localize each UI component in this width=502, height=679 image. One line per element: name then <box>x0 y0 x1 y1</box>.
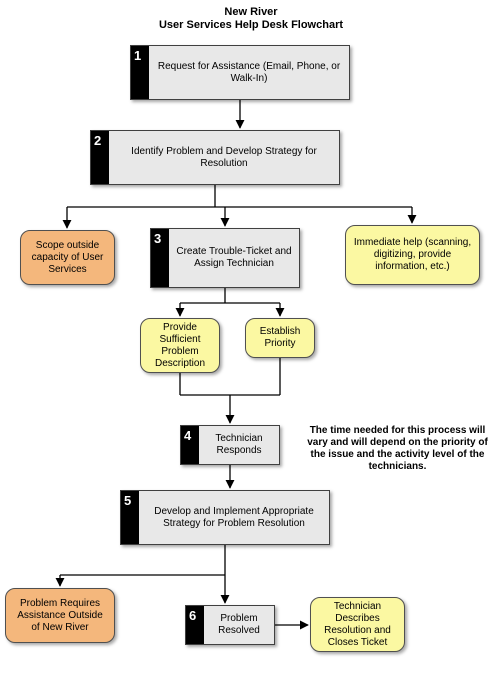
proc-5-numcell: 5 <box>121 491 139 544</box>
title-chart: User Services Help Desk Flowchart <box>0 19 502 32</box>
title-org: New River <box>0 6 502 19</box>
proc-3: 3 Create Trouble-Ticket and Assign Techn… <box>150 228 300 288</box>
proc-3-label: Create Trouble-Ticket and Assign Technic… <box>169 229 299 287</box>
proc-4-label: Technician Responds <box>199 426 279 464</box>
proc-1-numcell: 1 <box>131 46 149 99</box>
proc-3-num: 3 <box>154 231 161 246</box>
proc-1-label: Request for Assistance (Email, Phone, or… <box>149 46 349 99</box>
proc-6-label: Problem Resolved <box>204 606 274 644</box>
proc-4: 4 Technician Responds <box>180 425 280 465</box>
proc-2-num: 2 <box>94 133 101 148</box>
leaf-prio: Establish Priority <box>245 318 315 358</box>
proc-4-numcell: 4 <box>181 426 199 464</box>
proc-2-label: Identify Problem and Develop Strategy fo… <box>109 131 339 184</box>
proc-5-num: 5 <box>124 493 131 508</box>
proc-4-num: 4 <box>184 428 191 443</box>
proc-1-num: 1 <box>134 48 141 63</box>
leaf-close: Technician Describes Resolution and Clos… <box>310 597 405 652</box>
leaf-outside: Problem Requires Assistance Outside of N… <box>5 588 115 643</box>
proc-2-numcell: 2 <box>91 131 109 184</box>
proc-2: 2 Identify Problem and Develop Strategy … <box>90 130 340 185</box>
proc-6-numcell: 6 <box>186 606 204 644</box>
proc-5: 5 Develop and Implement Appropriate Stra… <box>120 490 330 545</box>
proc-3-numcell: 3 <box>151 229 169 287</box>
title-block: New River User Services Help Desk Flowch… <box>0 6 502 32</box>
proc-6-num: 6 <box>189 608 196 623</box>
proc-5-label: Develop and Implement Appropriate Strate… <box>139 491 329 544</box>
leaf-scope: Scope outside capacity of User Services <box>20 230 115 285</box>
leaf-desc: Provide Sufficient Problem Description <box>140 318 220 373</box>
process-note: The time needed for this process will va… <box>300 425 495 473</box>
proc-1: 1 Request for Assistance (Email, Phone, … <box>130 45 350 100</box>
leaf-immed: Immediate help (scanning, digitizing, pr… <box>345 225 480 285</box>
proc-6: 6 Problem Resolved <box>185 605 275 645</box>
